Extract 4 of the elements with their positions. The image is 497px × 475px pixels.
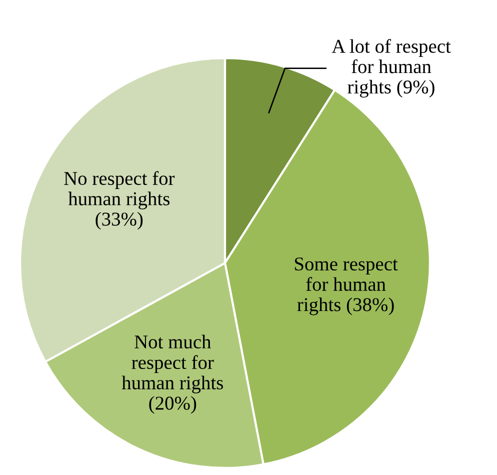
- slice-label: Some respect for human rights (38%): [294, 257, 398, 316]
- slice-label: Not much respect for human rights (20%): [122, 334, 223, 414]
- slice-label: A lot of respect for human rights (9%): [332, 39, 451, 98]
- slice-label: No respect for human rights (33%): [64, 171, 175, 230]
